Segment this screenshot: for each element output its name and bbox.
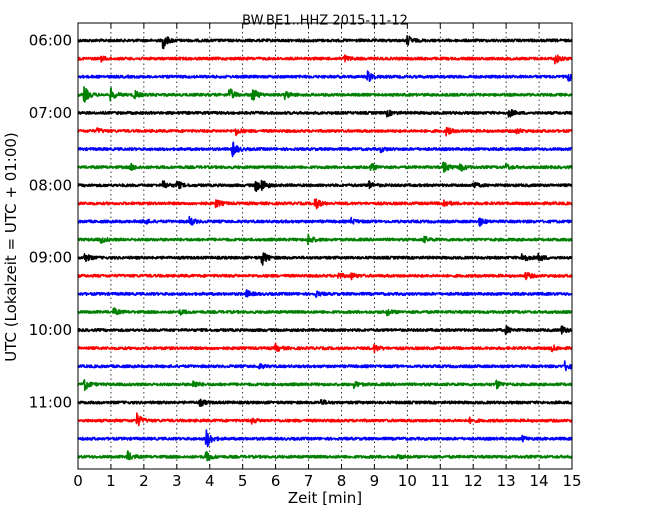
trace-0945	[77, 307, 573, 317]
trace-0900	[77, 252, 573, 266]
x-axis-label: Zeit [min]	[288, 489, 362, 507]
trace-1115	[77, 412, 573, 427]
trace-0915	[77, 271, 573, 281]
trace-0615	[77, 54, 573, 65]
trace-0745	[77, 161, 573, 173]
x-tick-label: 8	[337, 472, 347, 490]
x-tick-label: 15	[562, 472, 581, 490]
x-tick-label: 7	[304, 472, 314, 490]
trace-0730	[77, 141, 573, 158]
trace-0845	[77, 233, 573, 245]
trace-0830	[77, 215, 573, 227]
x-tick-label: 6	[271, 472, 281, 490]
traces	[77, 34, 573, 462]
y-axis: 06:00 07:00 08:00 09:00 10:00 11:00	[29, 32, 572, 412]
x-tick-label: 10	[398, 472, 417, 490]
trace-0630	[77, 70, 573, 83]
trace-1145	[77, 450, 573, 462]
trace-1100	[77, 398, 573, 408]
trace-1030	[77, 360, 573, 372]
y-tick-label: 07:00	[29, 104, 72, 122]
trace-0715	[77, 126, 573, 137]
trace-0930	[77, 289, 573, 298]
x-tick-label: 4	[205, 472, 215, 490]
trace-1045	[77, 379, 573, 392]
x-tick-label: 3	[172, 472, 182, 490]
trace-0600	[77, 34, 573, 50]
trace-0645	[77, 86, 573, 103]
x-tick-label: 0	[73, 472, 83, 490]
y-tick-label: 09:00	[29, 249, 72, 267]
x-tick-label: 11	[431, 472, 450, 490]
x-tick-label: 9	[370, 472, 380, 490]
trace-1015	[77, 342, 573, 354]
x-tick-label: 12	[464, 472, 483, 490]
x-tick-label: 14	[530, 472, 549, 490]
x-tick-label: 2	[139, 472, 149, 490]
y-tick-label: 11:00	[29, 394, 72, 412]
plot-frame	[77, 22, 573, 470]
trace-0800	[77, 179, 573, 193]
trace-0700	[77, 109, 573, 118]
x-tick-label: 13	[497, 472, 516, 490]
trace-0815	[77, 198, 573, 210]
x-axis: 0 1 2 3 4 5 6 7 8 9 10 11 12 13 14 15	[73, 23, 582, 490]
trace-1130	[77, 429, 573, 448]
x-tick-label: 1	[106, 472, 116, 490]
x-tick-label: 5	[238, 472, 248, 490]
chart-title: BW.BE1..HHZ 2015-11-12	[242, 14, 408, 29]
y-tick-label: 06:00	[29, 32, 72, 50]
trace-1000	[77, 325, 573, 336]
y-tick-label: 10:00	[29, 321, 72, 339]
y-axis-label: UTC (Lokalzeit = UTC + 01:00)	[2, 132, 20, 362]
y-tick-label: 08:00	[29, 176, 72, 194]
